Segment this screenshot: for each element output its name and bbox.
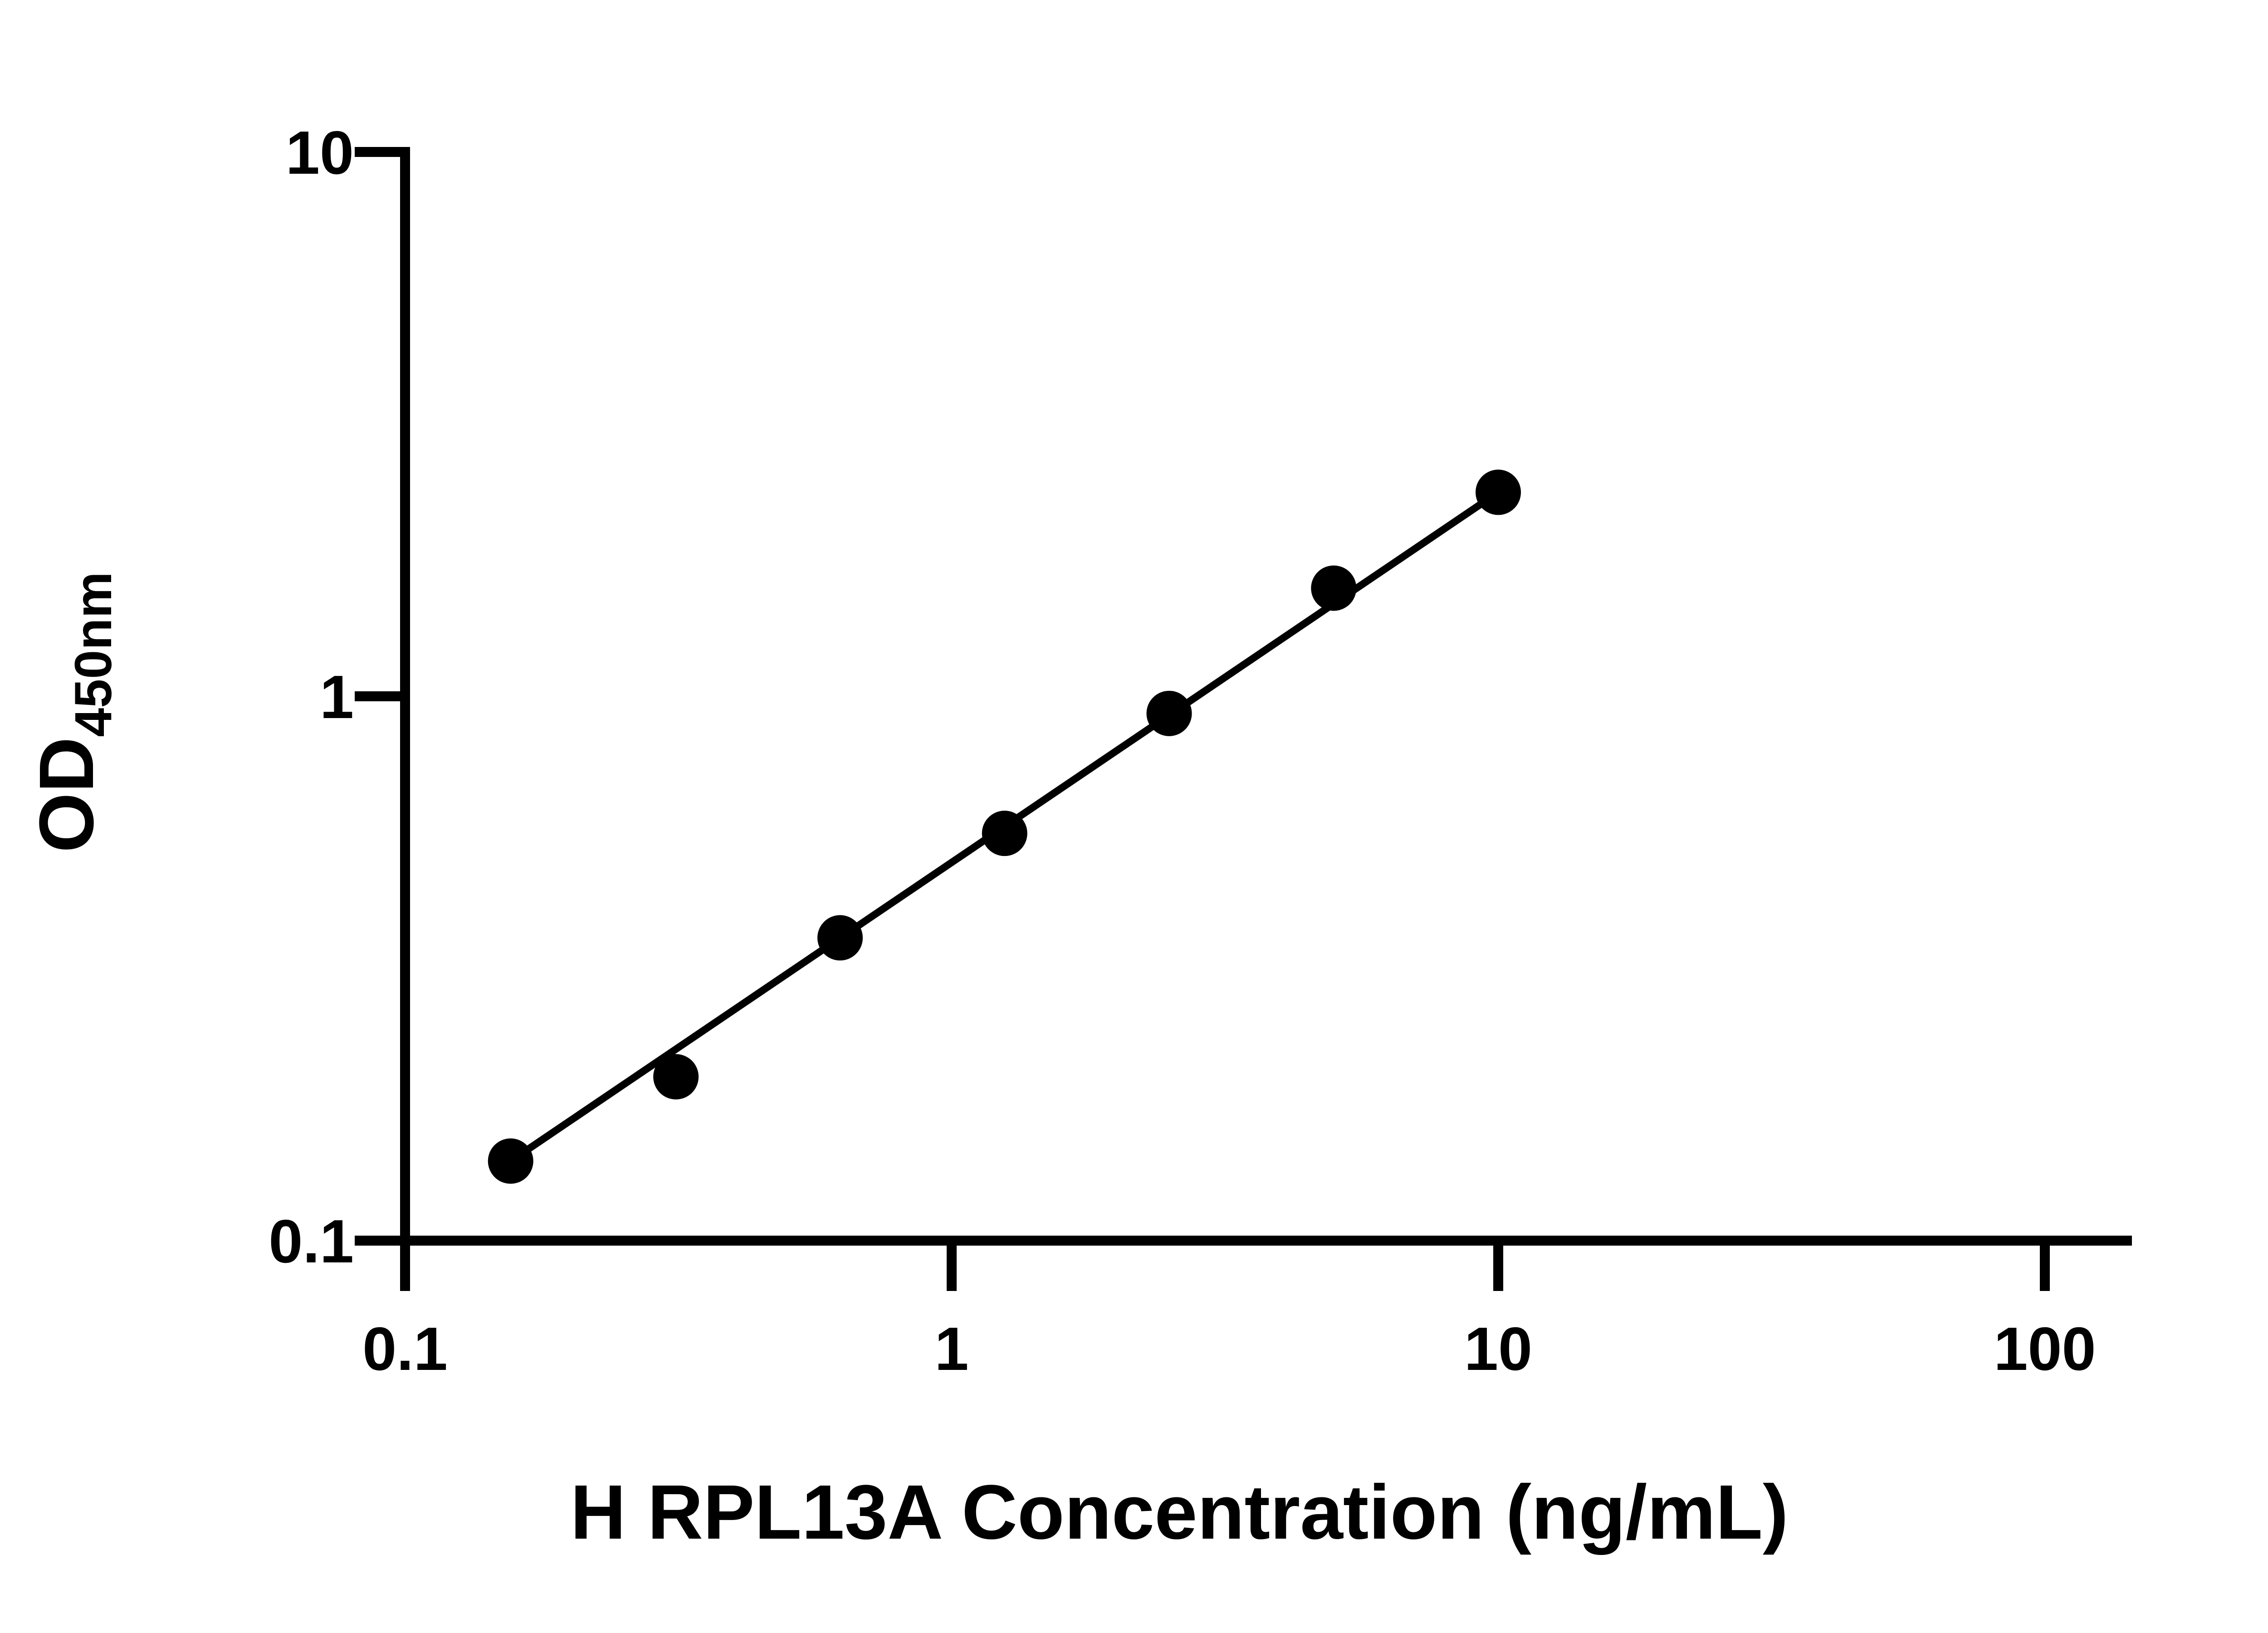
x-tick-label: 1 (934, 1315, 968, 1383)
data-point (1476, 469, 1521, 515)
x-axis-line (400, 1236, 2132, 1246)
y-axis-line (400, 147, 410, 1246)
y-tick (355, 147, 400, 157)
x-tick (2040, 1246, 2050, 1291)
x-axis-title: H RPL13A Concentration (ng/mL) (570, 1469, 1788, 1555)
data-point (653, 1054, 699, 1100)
y-axis-title-subscript: 450nm (64, 572, 122, 737)
y-axis-title-main: OD (24, 737, 110, 853)
y-tick-label: 10 (286, 118, 354, 187)
x-tick-label: 0.1 (362, 1315, 448, 1383)
y-tick-label: 1 (320, 663, 354, 731)
y-tick (355, 1236, 400, 1246)
y-axis-title: OD450nm (24, 572, 122, 852)
data-point (488, 1138, 533, 1184)
data-point (982, 811, 1027, 856)
data-point (1311, 565, 1357, 611)
x-tick-label: 10 (1464, 1315, 1532, 1383)
x-tick (1493, 1246, 1503, 1291)
data-point (817, 915, 863, 961)
data-point (1146, 690, 1192, 736)
y-tick-label: 0.1 (269, 1207, 354, 1276)
x-tick (400, 1246, 410, 1291)
y-tick (355, 691, 400, 701)
x-tick (947, 1246, 957, 1291)
x-tick-label: 100 (1994, 1315, 2096, 1383)
